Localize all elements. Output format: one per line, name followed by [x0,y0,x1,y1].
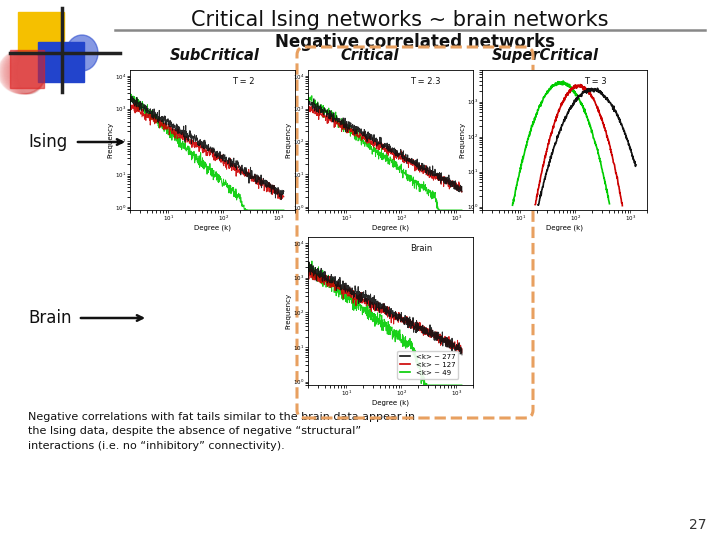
Y-axis label: Frequency: Frequency [285,293,291,329]
Bar [38,42,84,82]
Bar [10,50,44,88]
Y-axis label: Frequency: Frequency [459,122,465,158]
Legend: <k> ~ 277, <k> ~ 127, <k> ~ 49: <k> ~ 277, <k> ~ 127, <k> ~ 49 [397,351,459,379]
Text: Brain: Brain [410,245,433,253]
Text: Negative correlated networks: Negative correlated networks [275,33,555,51]
X-axis label: Degree (k): Degree (k) [546,225,583,231]
Ellipse shape [0,50,46,94]
Bar [18,12,64,52]
Text: T = 3: T = 3 [585,77,607,86]
Y-axis label: Frequency: Frequency [107,122,113,158]
Ellipse shape [66,35,98,71]
X-axis label: Degree (k): Degree (k) [194,225,231,231]
Text: Critical Ising networks ~ brain networks: Critical Ising networks ~ brain networks [192,10,608,30]
Text: Negative correlations with fat tails similar to the brain data appear in
the Isi: Negative correlations with fat tails sim… [28,412,415,451]
Ellipse shape [1,50,46,94]
Text: Brain: Brain [28,309,71,327]
Ellipse shape [0,50,46,94]
X-axis label: Degree (k): Degree (k) [372,400,409,407]
X-axis label: Degree (k): Degree (k) [372,225,409,231]
Ellipse shape [0,50,46,94]
Y-axis label: Frequency: Frequency [285,122,291,158]
Text: Ising: Ising [28,133,67,151]
Text: T = 2: T = 2 [233,77,255,86]
Text: SuperCritical: SuperCritical [492,48,598,63]
Text: 27: 27 [688,518,706,532]
Text: T = 2.3: T = 2.3 [410,77,441,86]
Text: SubCritical: SubCritical [170,48,260,63]
Text: Critical: Critical [341,48,400,63]
